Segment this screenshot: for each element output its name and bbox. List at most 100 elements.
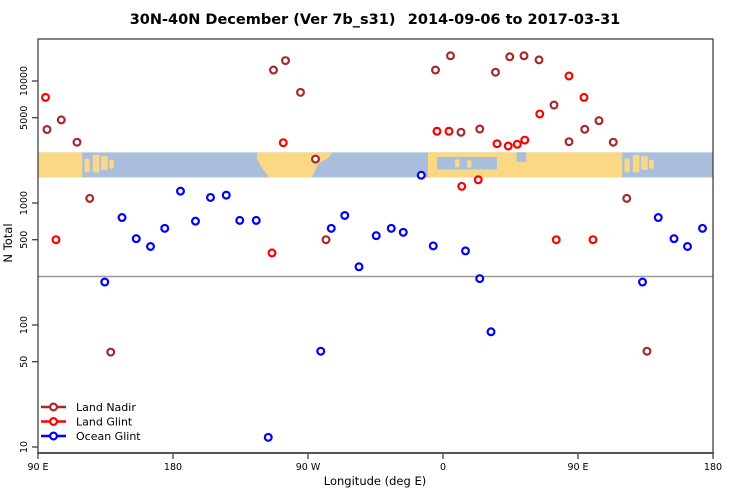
point-land_nadir xyxy=(311,154,321,164)
map-land-speck xyxy=(455,159,460,168)
point-land_nadir xyxy=(594,116,604,126)
map-land xyxy=(84,158,90,173)
point-land_nadir xyxy=(281,56,291,66)
point-ocean_glint xyxy=(637,277,647,287)
point-land_glint xyxy=(588,235,598,245)
y-tick-label: 5000 xyxy=(19,106,30,130)
map-land xyxy=(649,159,654,169)
world-map-band xyxy=(38,152,713,178)
point-ocean_glint xyxy=(398,227,408,237)
y-tick-label: 1000 xyxy=(19,191,30,215)
x-tick-label: 180 xyxy=(164,462,182,473)
y-tick-label: 50 xyxy=(19,356,30,368)
point-land_nadir xyxy=(42,125,52,135)
point-land_nadir xyxy=(475,124,485,134)
point-land_nadir xyxy=(580,124,590,134)
legend-item-land_nadir: Land Nadir xyxy=(41,401,136,414)
point-ocean_glint xyxy=(669,234,679,244)
map-land xyxy=(101,156,108,170)
map-land xyxy=(92,154,100,173)
data-points xyxy=(40,51,707,442)
point-land_glint xyxy=(579,92,589,102)
point-ocean_glint xyxy=(371,231,381,241)
point-land_nadir xyxy=(549,100,559,110)
point-ocean_glint xyxy=(146,241,156,251)
legend-item-ocean_glint: Ocean Glint xyxy=(41,430,141,443)
point-land_nadir xyxy=(608,137,618,147)
point-ocean_glint xyxy=(354,262,364,272)
point-land_nadir xyxy=(321,235,331,245)
point-land_glint xyxy=(564,71,574,81)
legend-item-land_glint: Land Glint xyxy=(41,416,133,429)
map-land xyxy=(109,159,114,169)
legend-label: Ocean Glint xyxy=(76,430,141,443)
point-land_nadir xyxy=(72,137,82,147)
point-ocean_glint xyxy=(697,223,707,233)
point-land_nadir xyxy=(622,193,632,203)
point-land_glint xyxy=(444,126,454,136)
point-land_nadir xyxy=(269,65,279,75)
map-land xyxy=(641,156,648,170)
x-tick-label: 90 E xyxy=(567,462,588,473)
y-axis-label: N Total xyxy=(1,223,15,262)
point-ocean_glint xyxy=(176,186,186,196)
point-land_nadir xyxy=(431,65,441,75)
legend-marker-circle xyxy=(48,431,58,441)
point-land_glint xyxy=(520,135,530,145)
point-land_nadir xyxy=(505,52,515,62)
point-land_glint xyxy=(492,139,502,149)
y-axis-ticks: 10000 5000 1000 500 100 50 10 xyxy=(19,66,38,453)
chart-title: 30N-40N December (Ver 7b_s31) 2014-09-06… xyxy=(130,12,621,28)
point-ocean_glint xyxy=(117,213,127,223)
map-land xyxy=(624,158,630,173)
point-ocean_glint xyxy=(461,246,471,256)
point-ocean_glint xyxy=(221,190,231,200)
y-tick-label: 100 xyxy=(19,316,30,334)
map-land-speck xyxy=(467,160,472,168)
x-tick-label: 90 E xyxy=(27,462,48,473)
point-land_nadir xyxy=(534,55,544,65)
legend-label: Land Glint xyxy=(76,416,133,429)
point-ocean_glint xyxy=(416,170,426,180)
point-land_glint xyxy=(473,175,483,185)
point-land_glint xyxy=(40,92,50,102)
point-land_nadir xyxy=(106,347,116,357)
point-ocean_glint xyxy=(326,223,336,233)
x-tick-label: 90 W xyxy=(296,462,321,473)
point-land_glint xyxy=(51,235,61,245)
point-land_glint xyxy=(278,138,288,148)
point-ocean_glint xyxy=(263,432,273,442)
point-ocean_glint xyxy=(235,215,245,225)
point-land_nadir xyxy=(456,127,466,137)
point-land_nadir xyxy=(85,193,95,203)
point-land_glint xyxy=(551,235,561,245)
legend-marker-circle xyxy=(48,417,58,427)
point-ocean_glint xyxy=(475,274,485,284)
point-ocean_glint xyxy=(340,210,350,220)
point-ocean_glint xyxy=(653,213,663,223)
x-axis-ticks: 90 E 180 90 W 0 90 E 180 xyxy=(27,453,722,473)
point-land_nadir xyxy=(642,346,652,356)
point-ocean_glint xyxy=(206,192,216,202)
point-ocean_glint xyxy=(160,223,170,233)
plot-box xyxy=(37,38,714,454)
y-tick-label: 500 xyxy=(19,231,30,249)
point-land_nadir xyxy=(56,115,66,125)
y-tick-label: 10 xyxy=(19,441,30,453)
point-ocean_glint xyxy=(428,241,438,251)
legend-label: Land Nadir xyxy=(76,401,136,414)
point-land_glint xyxy=(535,109,545,119)
point-ocean_glint xyxy=(486,327,496,337)
legend-marker-circle xyxy=(48,402,58,412)
point-ocean_glint xyxy=(131,234,141,244)
point-ocean_glint xyxy=(191,216,201,226)
point-ocean_glint xyxy=(682,241,692,251)
point-land_glint xyxy=(503,141,513,151)
point-land_nadir xyxy=(564,137,574,147)
map-sea xyxy=(516,152,527,162)
map-land xyxy=(632,154,640,173)
map-land xyxy=(38,152,83,178)
